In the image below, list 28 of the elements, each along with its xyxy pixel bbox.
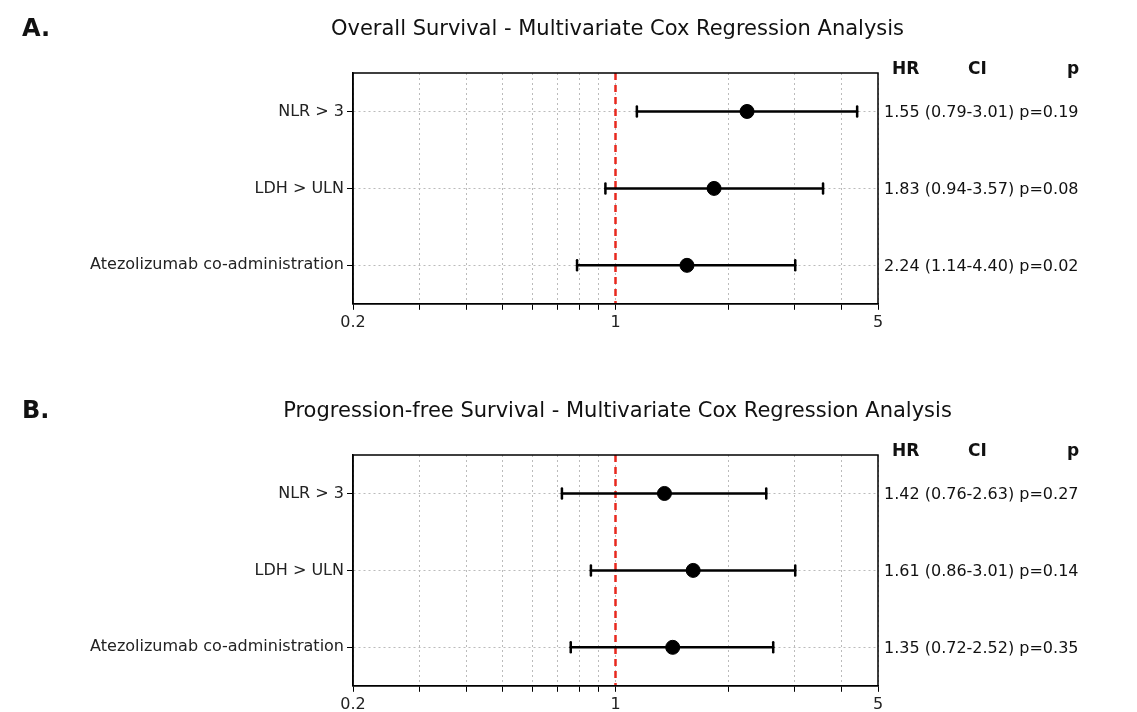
y-tick-label: LDH > ULN: [254, 177, 344, 197]
text: CI: [968, 58, 987, 78]
text: CI: [968, 440, 987, 460]
text: 1.55 (0.79-3.01) p=0.19: [884, 101, 1079, 121]
text: 1.42 (0.76-2.63) p=0.27: [884, 483, 1079, 503]
y-tick-label: LDH > ULN: [254, 559, 344, 579]
y-tick-label: Atezolizumab co-administration: [90, 254, 344, 274]
text: 2.24 (1.14-4.40) p=0.02: [884, 255, 1079, 275]
text: 1.61 (0.86-3.01) p=0.14: [884, 560, 1079, 580]
x-tick-label: 5: [872, 693, 884, 712]
text: B.: [22, 396, 50, 424]
text: 1.83 (0.94-3.57) p=0.08: [884, 178, 1079, 198]
text: HR: [892, 58, 920, 78]
y-tick-label: NLR > 3: [278, 482, 344, 502]
chart-title: Overall Survival - Multivariate Cox Regression Analysis: [329, 16, 906, 40]
y-tick-label: NLR > 3: [278, 100, 344, 120]
x-tick-label: 1: [610, 311, 621, 331]
text: A.: [22, 14, 51, 42]
x-tick-label: 5: [872, 311, 884, 331]
y-tick-label: Atezolizumab co-administration: [90, 636, 344, 656]
text: 1.35 (0.72-2.52) p=0.35: [884, 637, 1079, 657]
x-tick-label: 1: [610, 693, 621, 712]
text: p: [1067, 440, 1080, 460]
x-tick-label: 0.2: [340, 311, 366, 331]
chart-title: Progression-free Survival - Multivariate Cox Regression Analysis: [282, 398, 953, 422]
text: p: [1067, 58, 1080, 78]
text: HR: [892, 440, 920, 460]
x-tick-label: 0.2: [340, 693, 366, 712]
